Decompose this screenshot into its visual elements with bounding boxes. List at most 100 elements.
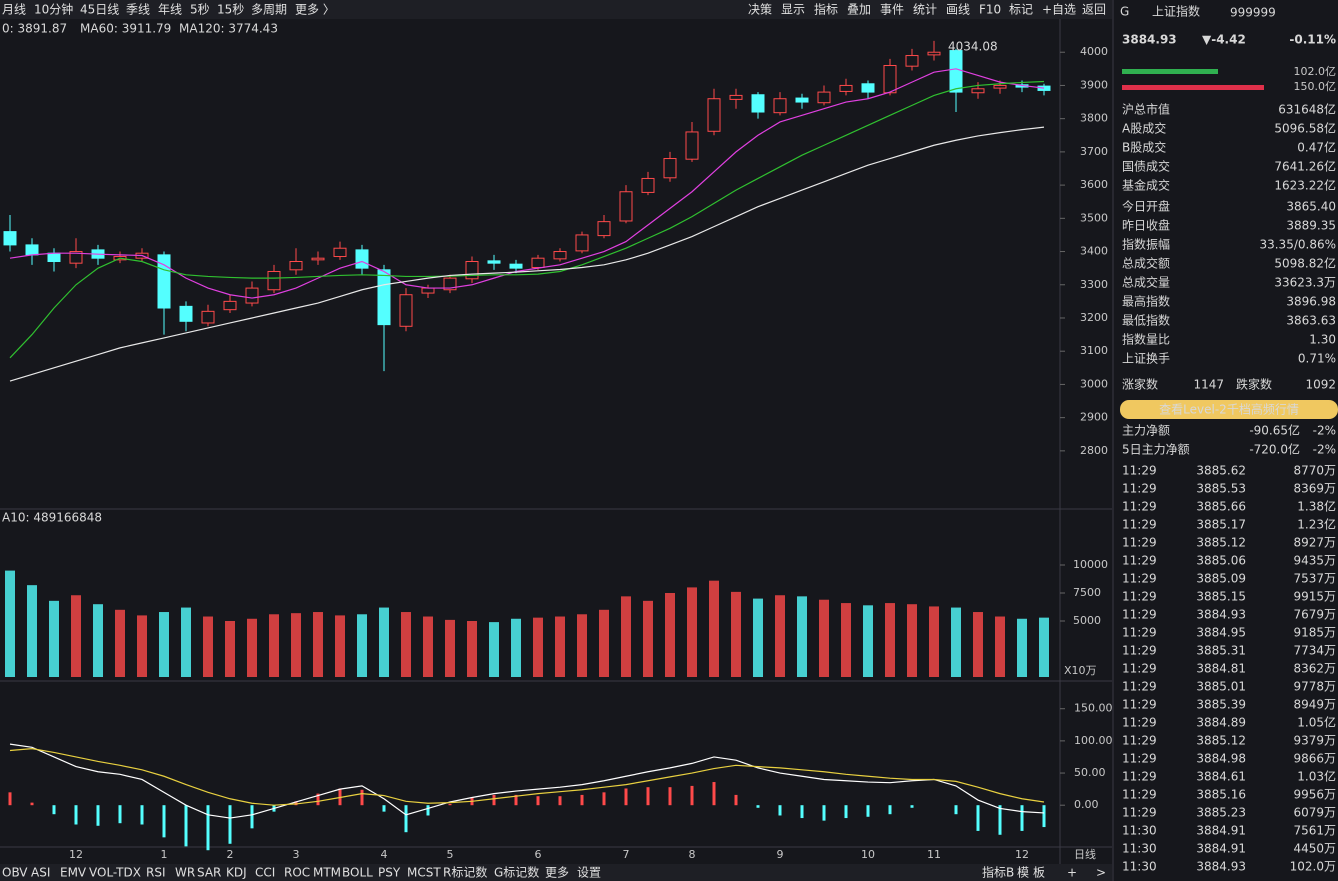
quote-label: 沪总市值 [1122,102,1170,117]
indicator-tab[interactable]: BOLL [342,866,373,880]
candle-body [949,50,963,93]
indicator-tab[interactable]: > [1096,866,1106,880]
indicator-tab[interactable]: 指标B [982,865,1014,880]
quote-label: 国债成交 [1122,159,1170,174]
indicator-tab[interactable]: MCST [407,866,441,880]
toolbar-button[interactable]: 叠加 [847,3,871,17]
tick-time: 11:30 [1122,824,1157,838]
indicator-tab[interactable]: G标记数 [494,865,539,880]
quote-value: 1623.22亿 [1274,178,1336,193]
candle-body [553,251,567,260]
toolbar-button[interactable]: 标记 [1009,3,1033,17]
volume-bar [995,616,1005,677]
indicator-tab[interactable]: WR [175,866,195,880]
indicator-tab[interactable]: 模 [1017,866,1029,880]
volume-bar [687,587,697,677]
toolbar-button[interactable]: 返回 [1082,3,1106,17]
candle-body [179,305,193,322]
toolbar-button[interactable]: 月线 [2,3,26,17]
tick-price: 3885.39 [1196,698,1246,712]
x-tick-label: 5 [447,848,454,861]
indicator-tab[interactable]: PSY [378,866,401,880]
indicator-tab[interactable]: SAR [197,866,221,880]
toolbar-button[interactable]: 季线 [126,3,150,17]
quote-label: 今日开盘 [1122,199,1170,214]
tick-volume: 9778万 [1293,680,1336,694]
tick-price: 3885.01 [1196,680,1246,694]
indicator-tab[interactable]: + [1067,866,1077,880]
toolbar-button[interactable]: 统计 [913,3,937,17]
volume-bar [819,599,829,677]
x-tick-label: 7 [623,848,630,861]
volume-bar [797,596,807,677]
percent: -0.11% [1289,33,1336,47]
indicator-tab[interactable]: VOL-TDX [89,866,141,880]
volume-bar [159,612,169,677]
toolbar-button[interactable]: 决策 [748,3,772,17]
tick-volume: 8362万 [1293,662,1336,676]
volume-bar [489,622,499,677]
toolbar-button[interactable]: 45日线 [80,3,119,17]
tick-time: 11:29 [1122,770,1157,784]
indicator-tab[interactable]: R标记数 [443,865,487,880]
level2-button[interactable] [1120,400,1338,419]
y-tick-label: 3500 [1080,211,1108,224]
toolbar-button[interactable]: 10分钟 [34,2,73,17]
candle-body [861,83,875,93]
toolbar-button[interactable]: 多周期 [251,3,287,17]
volume-bar [203,616,213,677]
toolbar-button[interactable]: 画线 [946,3,970,17]
x-tick-label: 6 [535,848,542,861]
volume-bar [445,619,455,677]
candle-body [795,97,809,103]
toolbar-button[interactable]: 5秒 [190,3,210,17]
toolbar-button[interactable]: 指标 [814,2,838,17]
candle-body [971,88,985,94]
indicator-tab[interactable]: ROC [284,866,310,880]
tick-volume: 1.05亿 [1297,715,1336,730]
volume-bar [643,600,653,677]
indicator-tab[interactable]: OBV [2,866,28,880]
tick-volume: 9379万 [1293,734,1336,748]
y-tick-label: 3900 [1080,78,1108,91]
toolbar-button[interactable]: 15秒 [217,3,244,17]
breadth: 跌家数 [1236,377,1272,392]
tick-volume: 9866万 [1293,752,1336,766]
candle-body [817,91,831,104]
x-tick-label: 8 [689,848,696,861]
candle-body [245,287,259,304]
toolbar-button[interactable]: 事件 [880,3,904,17]
tick-time: 11:29 [1122,662,1157,676]
x-tick-label: 9 [777,848,784,861]
flow-label: 主力净额 [1122,424,1170,438]
tick-price: 3885.62 [1196,464,1246,478]
toolbar-button[interactable]: 年线 [158,3,182,17]
indicator-tab[interactable]: ASI [31,866,50,880]
level2-text[interactable]: 查看Level-2千档高频行情 [1159,402,1299,417]
tick-volume: 9915万 [1293,590,1336,604]
toolbar-button[interactable]: 更多 〉 [295,3,335,17]
tick-volume: 4450万 [1293,842,1336,856]
indicator-tab[interactable]: RSI [146,866,166,880]
flag: G [1120,5,1129,19]
toolbar-button[interactable]: +自选 [1042,3,1076,17]
candle-body [487,260,501,264]
indicator-tab[interactable]: KDJ [226,866,247,880]
volume-bar [247,618,257,677]
candle-body [575,234,589,252]
indicator-tab[interactable]: 设置 [577,866,601,880]
breadth: 涨家数 [1122,377,1158,392]
tick-volume: 7561万 [1293,824,1336,838]
indicator-tab[interactable]: 更多 [545,866,569,880]
annotation: 4034.08 [948,39,998,53]
indicator-tab[interactable]: CCI [255,866,275,880]
flow-label: 5日主力净额 [1122,443,1190,457]
toolbar-button[interactable]: 显示 [781,3,805,17]
indicator-line [9,80,1045,359]
toolbar-button[interactable]: F10 [979,3,1001,17]
candle-body [883,65,897,94]
indicator-tab[interactable]: 板 [1033,866,1045,880]
indicator-tab[interactable]: EMV [60,866,87,880]
indicator-tab[interactable]: MTM [313,866,341,880]
